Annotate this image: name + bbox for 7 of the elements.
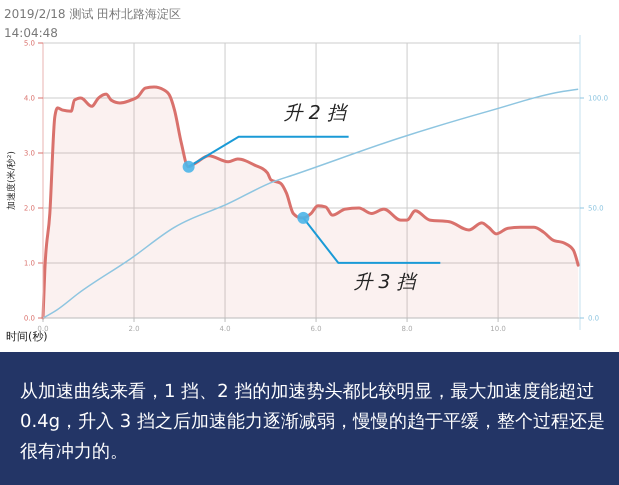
x-axis-title: 时间(秒) [6,330,48,343]
y-axis-title: 加速度(米/秒²) [6,151,17,210]
annotation: 升 3 挡 [353,270,418,293]
chart-title: 2019/2/18 测试 田村北路海淀区 [4,7,182,21]
annotation: 升 2 挡 [284,102,349,124]
text: 从加速曲线来看，1 挡、2 挡的加速势头都比较明显，最大加速度能超过 0.4g，升入 3 挡之后加速能力逐渐减弱，慢慢的趋于平缓，整个过程还是很有冲力的。 [20,380,606,464]
chart-subtitle: 14:04:48 [4,26,58,40]
